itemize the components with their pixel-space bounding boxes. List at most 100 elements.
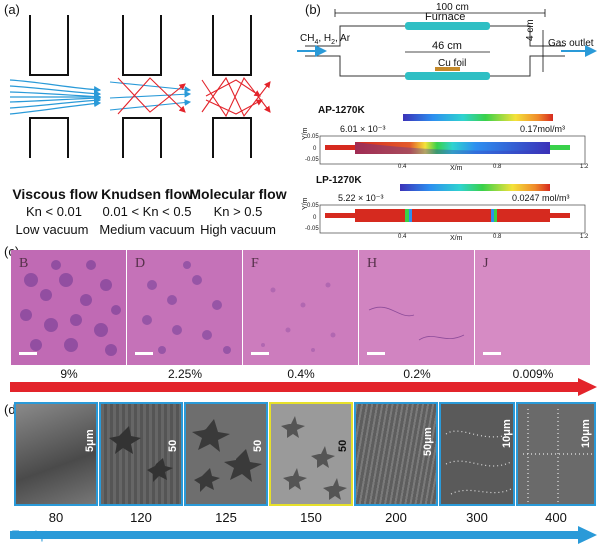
ap-x-tick-1: 0.4 [398,164,407,170]
scale-bar [19,352,37,355]
lp-x-tick-1: 0.4 [398,234,407,240]
tile-letter: F [251,256,259,271]
sem-tile-highlighted: 50 μm [269,402,353,506]
inlet-sub1: 4 [314,39,319,46]
knudsen-trajectories [109,77,192,115]
molecular-kn: Kn > 0.5 [213,204,263,219]
sem-tile: 50 μm [184,402,268,506]
knudsen-flow-title: Knudsen flow [101,186,193,202]
ap-y-tick-1: 0.05 [307,134,319,140]
scale-bar [135,352,153,355]
molecular-vacuum: High vacuum [200,222,276,237]
ap-field [355,142,550,154]
furnace-bottom [405,72,490,80]
pressure-value: 120 [130,510,152,525]
sem-scale-label: 10μm [501,419,513,448]
molecular-flow-title: Molecular flow [189,186,287,202]
panel-label-b: (b) [305,2,321,17]
methane-arrow [10,378,597,396]
gas-outlet-label: Gas outlet [548,38,594,49]
inlet-mid: , H [318,33,332,44]
lp-field [355,209,550,222]
reactor-length: 100 cm [436,2,469,13]
lp-x-axis: X/m [450,235,463,242]
knudsen-vacuum: Medium vacuum [99,222,195,237]
sem-scale-label: 50μm [422,427,434,456]
inlet-sub2: 2 [331,39,336,46]
reactor-and-simulation [297,9,597,234]
methane-value: 9% [60,367,78,381]
viscous-flow-title: Viscous flow [12,186,98,202]
tile-letter: H [367,256,378,271]
lp-colorbar [400,184,550,191]
gas-inlet-label: CH4, H2, Ar [300,33,350,46]
furnace-top [405,22,490,30]
sem-tile: 10μm [439,402,515,506]
lp-min: 5.22 × 10⁻³ [338,193,384,203]
lp-y-tick-1: 0.05 [307,203,319,209]
scale-bar [367,352,385,355]
sem-tile: 50μm [354,402,438,506]
inlet-end: , Ar [335,33,351,44]
methane-value: 0.009% [512,367,554,381]
lp-x-tick-2: 0.8 [493,234,502,240]
tile-letter: J [483,256,489,271]
micrograph-tile: B [11,250,126,365]
ap-x-tick-3: 1.2 [580,164,589,170]
sem-tile: 50 μm [99,402,183,506]
pressure-value: 125 [215,510,237,525]
molecular-trajectories [201,76,271,118]
scale-bar [251,352,269,355]
sem-scale-label: 50 μm [252,435,268,452]
knudsen-kn: 0.01 < Kn < 0.5 [102,204,192,219]
ap-x-axis: X/m [450,165,463,172]
sem-tile: 10μm [516,402,596,506]
sem-scale-label: 50 μm [337,435,353,452]
cu-foil-label: Cu foil [438,58,467,69]
furnace-label: Furnace [425,11,466,23]
sem-scale-label: 10μm [580,419,592,448]
viscous-vacuum: Low vacuum [15,222,89,237]
viscous-kn: Kn < 0.01 [25,204,83,219]
ap-title: AP-1270K [318,105,365,116]
total-pressure-label: Total pressure [12,528,88,542]
methane-content-label: Methane content [12,381,102,395]
tube-diameter: 4 cm [525,19,536,41]
pressure-value: 400 [545,510,567,525]
ap-y-tick-2: 0 [313,146,317,152]
micrograph-tile: F [243,250,358,365]
lp-y-tick-2: 0 [313,215,317,221]
tile-letter: B [19,256,29,271]
sem-scale-label: 50 μm [167,435,183,452]
pressure-arrow [10,526,597,544]
ap-y-tick-3: -0.05 [305,157,319,163]
micrograph-tile: D [127,250,242,365]
pressure-value: 300 [466,510,488,525]
ap-colorbar [403,114,553,121]
ap-max: 0.17mol/m³ [520,124,566,134]
lp-x-tick-3: 1.2 [580,234,589,240]
scale-bar [483,352,501,355]
lp-y-tick-3: -0.05 [305,226,319,232]
ap-x-tick-2: 0.8 [493,164,502,170]
methane-value: 0.4% [287,367,315,381]
sem-tile: 5μm [14,402,98,506]
pressure-value: 150 [300,510,322,525]
panel-label-a: (a) [4,2,20,17]
cu-foil [435,67,460,71]
tile-letter: D [135,256,146,271]
inlet-ch: CH [300,33,315,44]
methane-value: 2.25% [167,367,203,381]
pressure-value: 200 [385,510,407,525]
flow-regime-diagram [9,15,271,158]
pressure-value: 80 [48,510,64,525]
viscous-channel-walls [29,15,69,158]
methane-value: 0.2% [403,367,431,381]
furnace-length: 46 cm [432,40,462,52]
lp-max: 0.0247 mol/m³ [512,193,570,203]
micrograph-tile: H [359,250,474,365]
molecular-channel-walls [212,15,252,158]
viscous-streamlines [9,79,102,115]
sem-scale-label: 5μm [84,429,96,452]
micrograph-tile: J [475,250,590,365]
